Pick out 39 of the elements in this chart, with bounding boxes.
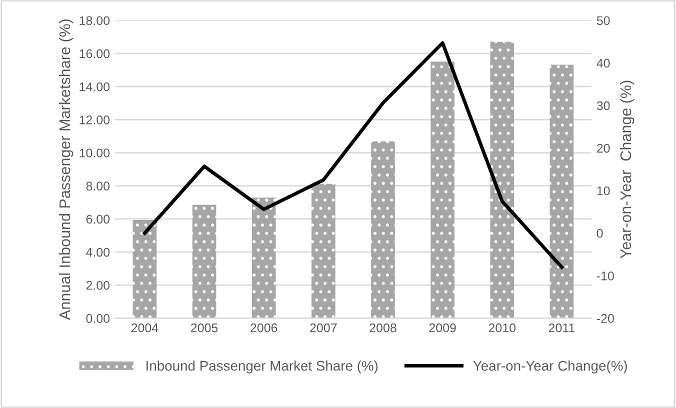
y2-tick-label: -20 (596, 314, 614, 323)
bar (550, 64, 574, 318)
y-axis-title: Annual Inbound Passenger Marketshare (%) (58, 20, 74, 320)
y2-tick-label: 50 (596, 16, 610, 26)
y-tick-label: 14.00 (80, 82, 110, 92)
y-tick-label: 0.00 (86, 314, 110, 323)
y-tick-label: 8.00 (86, 182, 110, 191)
y-tick-label: 10.00 (80, 148, 110, 158)
x-tick-label: 2009 (429, 323, 456, 332)
y-tick-label: 2.00 (86, 280, 110, 290)
y2-axis-title: Year-on-Year Change (%) (620, 80, 634, 258)
x-tick-label: 2011 (548, 323, 575, 332)
bar (192, 204, 216, 318)
legend-label: Inbound Passenger Market Share (%) (146, 360, 378, 374)
y2-tick-label: -10 (596, 271, 614, 280)
y2-tick-label: 20 (596, 144, 610, 153)
x-tick-label: 2005 (191, 323, 218, 332)
bar (252, 198, 276, 318)
x-tick-label: 2004 (131, 323, 158, 332)
bar (312, 184, 336, 318)
y-tick-label: 16.00 (80, 49, 110, 58)
x-tick-label: 2006 (250, 323, 278, 332)
legend-label: Year-on-Year Change(%) (473, 360, 627, 374)
bar (490, 42, 514, 318)
y-tick-label: 6.00 (86, 214, 110, 224)
y-tick-label: 18.00 (80, 16, 110, 26)
y-tick-label: 12.00 (80, 115, 110, 124)
x-tick-label: 2008 (370, 323, 396, 332)
y-tick-label: 4.00 (86, 248, 110, 257)
line-series (142, 41, 564, 269)
y2-tick-label: 40 (596, 58, 610, 68)
x-tick-label: 2007 (310, 323, 337, 332)
y2-tick-label: 10 (597, 186, 610, 196)
bar (430, 62, 454, 318)
y2-tick-label: 0 (596, 228, 603, 238)
x-tick-label: 2010 (488, 323, 516, 332)
bar (132, 220, 157, 318)
bar (371, 141, 395, 318)
y2-tick-label: 30 (596, 101, 610, 110)
